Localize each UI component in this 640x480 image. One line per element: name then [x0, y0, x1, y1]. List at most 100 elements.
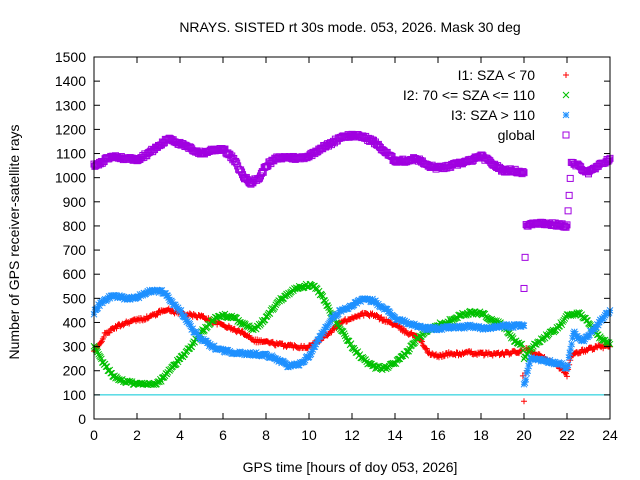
data-point [564, 373, 570, 380]
y-tick-label: 500 [63, 290, 87, 306]
data-point [470, 322, 478, 330]
data-point [305, 353, 313, 361]
series-layer [90, 130, 614, 405]
data-point [417, 322, 424, 330]
data-point [563, 365, 571, 372]
legend-label: global [498, 127, 535, 143]
data-point [521, 398, 527, 405]
y-tick-label: 1200 [55, 121, 86, 137]
data-point [307, 350, 315, 358]
data-point [518, 170, 526, 178]
y-tick-label: 600 [63, 266, 87, 282]
y-tick-label: 800 [63, 218, 87, 234]
y-tick-label: 1000 [55, 170, 86, 186]
data-point [250, 324, 258, 332]
data-point [171, 361, 178, 369]
data-point [194, 331, 201, 338]
data-point [319, 330, 327, 337]
x-tick-label: 4 [176, 427, 184, 443]
data-point [583, 316, 590, 324]
data-point [521, 379, 529, 387]
data-point [479, 326, 487, 333]
tick-layer: 0 2 4 6 8 10 12 14 16 18 20 22 240100200300400500600… [55, 49, 618, 443]
data-point [94, 348, 102, 356]
data-point [565, 191, 573, 199]
data-point [525, 362, 532, 370]
data-point [290, 362, 297, 370]
y-tick-label: 1500 [55, 49, 86, 65]
data-point [347, 340, 355, 348]
data-point [600, 313, 608, 321]
x-tick-label: 12 [344, 427, 360, 443]
data-point [139, 291, 147, 299]
data-point [315, 336, 323, 343]
series-0 [91, 305, 613, 405]
data-point [164, 292, 171, 300]
data-point [260, 316, 268, 324]
data-point [605, 309, 613, 317]
data-point [312, 340, 320, 348]
chart-title: NRAYS. SISTED rt 30s mode. 053, 2026. Ma… [179, 19, 520, 35]
data-point [319, 293, 327, 300]
data-point [526, 359, 533, 367]
data-point [206, 340, 214, 348]
data-point [256, 174, 264, 182]
x-tick-label: 10 [301, 427, 317, 443]
data-point [239, 328, 246, 335]
series-3 [90, 130, 614, 292]
data-point [309, 346, 317, 353]
data-point [425, 323, 433, 331]
data-point [563, 221, 571, 229]
data-point [277, 294, 285, 302]
legend-marker [562, 111, 570, 119]
data-point [522, 375, 530, 383]
data-point [219, 345, 227, 353]
data-point [431, 323, 439, 331]
data-point [565, 354, 573, 361]
data-point [274, 355, 282, 363]
y-tick-label: 1400 [55, 73, 86, 89]
x-axis-label: GPS time [hours of doy 053, 2026] [243, 459, 458, 475]
data-point [339, 328, 347, 335]
data-point [516, 341, 524, 348]
y-tick-label: 200 [63, 363, 87, 379]
data-point [518, 340, 526, 348]
data-point [91, 344, 99, 351]
data-point [177, 307, 185, 314]
data-point [321, 326, 328, 334]
legend-label: I2: 70 <= SZA <= 110 [403, 87, 535, 103]
data-point [181, 314, 189, 321]
x-tick-label: 0 [90, 427, 98, 443]
data-point [340, 306, 348, 314]
data-point [186, 320, 194, 328]
data-point [480, 352, 487, 359]
data-point [569, 334, 576, 342]
data-point [311, 343, 319, 351]
data-point [564, 361, 572, 369]
x-tick-label: 6 [219, 427, 227, 443]
x-tick-label: 8 [262, 427, 270, 443]
data-point [95, 350, 102, 358]
data-point [308, 347, 316, 355]
data-point [561, 315, 569, 322]
data-point [580, 337, 588, 345]
data-point [586, 331, 593, 339]
x-tick-label: 18 [473, 427, 489, 443]
legend-label: I3: SZA > 110 [451, 107, 535, 123]
x-tick-label: 2 [133, 427, 141, 443]
data-point [402, 351, 410, 359]
data-point [106, 294, 114, 302]
data-point [343, 337, 351, 344]
data-point [375, 300, 382, 308]
data-point [430, 325, 438, 333]
data-point [413, 334, 420, 342]
data-point [568, 340, 575, 348]
data-point [99, 299, 106, 307]
legend-label: I1: SZA < 70 [458, 67, 536, 83]
data-point [498, 323, 505, 331]
data-point [561, 222, 569, 230]
data-point [193, 329, 200, 336]
data-point [315, 287, 323, 295]
data-point [471, 324, 479, 332]
data-point [546, 356, 554, 364]
